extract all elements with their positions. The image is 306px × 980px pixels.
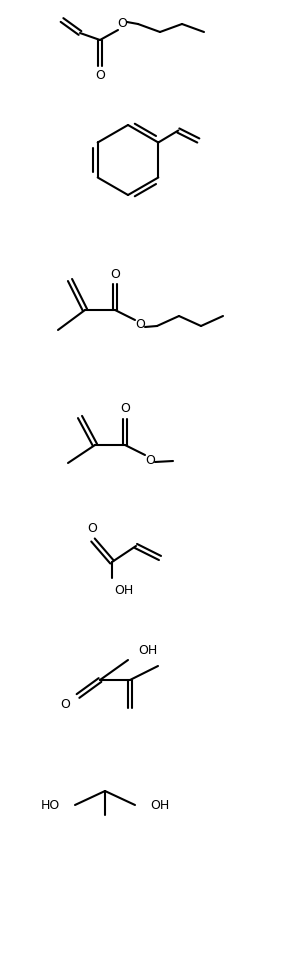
Text: O: O: [135, 318, 145, 331]
Text: O: O: [117, 18, 127, 30]
Text: O: O: [120, 403, 130, 416]
Text: O: O: [60, 698, 70, 710]
Text: O: O: [87, 522, 97, 535]
Text: O: O: [145, 454, 155, 466]
Text: O: O: [95, 70, 105, 82]
Text: OH: OH: [150, 799, 169, 811]
Text: HO: HO: [41, 799, 60, 811]
Text: O: O: [110, 268, 120, 280]
Text: OH: OH: [138, 644, 157, 657]
Text: OH: OH: [114, 583, 133, 597]
